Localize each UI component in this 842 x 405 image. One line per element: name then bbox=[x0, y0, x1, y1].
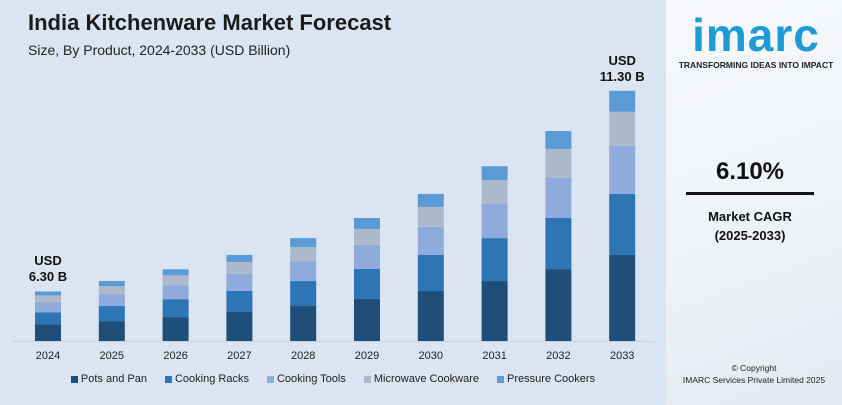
bar-segment-cooking-racks-2025 bbox=[98, 306, 125, 322]
bar-segment-cooking-racks-2033 bbox=[609, 193, 636, 255]
cagr-box: 6.10% Market CAGR (2025-2033) bbox=[686, 158, 814, 245]
bar-segment-cooking-tools-2026 bbox=[162, 285, 189, 300]
legend-item: Pressure Cookers bbox=[497, 373, 595, 385]
x-tick-label: 2028 bbox=[291, 350, 315, 362]
bar-segment-cooking-tools-2029 bbox=[354, 244, 380, 269]
bar-segment-cooking-racks-2027 bbox=[226, 291, 253, 313]
legend-label: Microwave Cookware bbox=[373, 373, 480, 385]
bar-segment-microwave-cookware-2032 bbox=[545, 148, 572, 178]
x-tick-label: 2030 bbox=[419, 350, 443, 362]
legend-label: Pots and Pan bbox=[80, 373, 147, 385]
x-tick-label: 2029 bbox=[355, 350, 379, 362]
bar-segment-cooking-tools-2033 bbox=[609, 145, 636, 194]
bar-segment-cooking-tools-2031 bbox=[481, 204, 508, 239]
bar-segment-pots-and-pan-2028 bbox=[290, 306, 317, 341]
legend-swatch bbox=[497, 375, 505, 383]
legend-swatch bbox=[266, 375, 274, 383]
bar-segment-pressure-cookers-2033 bbox=[609, 90, 636, 112]
legend-item: Microwave Cookware bbox=[363, 373, 480, 385]
bar-segment-cooking-racks-2024 bbox=[35, 312, 61, 325]
bar-segment-cooking-tools-2025 bbox=[98, 294, 125, 307]
bar-segment-pressure-cookers-2028 bbox=[290, 238, 317, 248]
annotation-currency: USD bbox=[608, 52, 636, 68]
bar-segment-microwave-cookware-2031 bbox=[481, 180, 508, 205]
bar-segment-pots-and-pan-2030 bbox=[417, 291, 444, 341]
bar-segment-pots-and-pan-2033 bbox=[609, 254, 636, 341]
bar-segment-microwave-cookware-2029 bbox=[354, 229, 380, 245]
bar-segment-cooking-tools-2032 bbox=[545, 177, 572, 218]
legend-item: Cooking Racks bbox=[164, 373, 249, 385]
bar-segment-cooking-racks-2029 bbox=[354, 268, 380, 299]
legend-label: Cooking Racks bbox=[174, 373, 249, 385]
bar-segment-pots-and-pan-2031 bbox=[481, 281, 508, 341]
legend-item: Cooking Tools bbox=[266, 373, 346, 385]
x-tick-label: 2031 bbox=[482, 350, 506, 362]
annotation-2024: USD 6.30 B bbox=[18, 253, 78, 285]
bar-segment-pressure-cookers-2032 bbox=[545, 131, 572, 149]
x-tick-label: 2025 bbox=[100, 350, 124, 362]
bar-segment-cooking-tools-2028 bbox=[290, 261, 317, 282]
divider bbox=[686, 192, 814, 195]
legend-label: Pressure Cookers bbox=[507, 373, 596, 385]
copyright-owner: IMARC Services Private Limited 2025 bbox=[682, 375, 826, 385]
annotation-2033: USD 11.30 B bbox=[592, 53, 652, 85]
bar-segment-pots-and-pan-2025 bbox=[98, 321, 125, 341]
bar-segment-cooking-racks-2028 bbox=[290, 281, 317, 307]
bar-segment-cooking-tools-2030 bbox=[417, 226, 444, 255]
legend-swatch bbox=[164, 375, 172, 383]
cagr-value: 6.10% bbox=[715, 158, 785, 185]
stacked-bar-chart: 2024 2025 2026 2027 2028 2029 2030 2031 2032 2033 bbox=[12, 90, 655, 362]
bar-segment-microwave-cookware-2030 bbox=[417, 206, 444, 227]
legend-item: Pots and Pan bbox=[70, 373, 147, 385]
chart-title: India Kitchenware Market Forecast bbox=[28, 10, 392, 35]
legend-label: Cooking Tools bbox=[276, 373, 346, 385]
bar-segment-pots-and-pan-2024 bbox=[35, 324, 61, 341]
x-tick-label: 2033 bbox=[610, 350, 634, 362]
bar-segment-pressure-cookers-2025 bbox=[98, 281, 125, 287]
bar-segment-microwave-cookware-2027 bbox=[226, 262, 253, 274]
cagr-period: (2025-2033) bbox=[714, 228, 786, 243]
imarc-logo: imarc TRANSFORMING IDEAS INTO IMPACT bbox=[676, 10, 836, 70]
bar-segment-microwave-cookware-2028 bbox=[290, 247, 317, 262]
annotation-value: 6.30 B bbox=[28, 269, 68, 285]
bar-segment-cooking-racks-2026 bbox=[162, 299, 189, 318]
cagr-label: Market CAGR bbox=[708, 209, 792, 224]
bar-segment-pressure-cookers-2027 bbox=[226, 254, 253, 263]
bar-segment-pressure-cookers-2031 bbox=[481, 166, 508, 181]
annotation-value: 11.30 B bbox=[599, 68, 645, 84]
annotation-currency: USD bbox=[34, 253, 62, 269]
bar-segment-pressure-cookers-2024 bbox=[35, 291, 61, 296]
bar-segment-pots-and-pan-2027 bbox=[226, 312, 253, 341]
bar-segment-cooking-racks-2031 bbox=[481, 238, 508, 282]
x-tick-label: 2032 bbox=[546, 350, 570, 362]
chart-subtitle: Size, By Product, 2024-2033 (USD Billion… bbox=[28, 42, 291, 58]
copyright: © Copyright IMARC Services Private Limit… bbox=[666, 362, 842, 386]
logo-tagline: TRANSFORMING IDEAS INTO IMPACT bbox=[678, 60, 834, 70]
x-tick-label: 2027 bbox=[227, 350, 251, 362]
bar-segment-cooking-tools-2027 bbox=[226, 273, 253, 291]
bar-segment-pots-and-pan-2026 bbox=[162, 317, 189, 341]
bar-segment-cooking-racks-2030 bbox=[417, 254, 444, 291]
bar-segment-cooking-racks-2032 bbox=[545, 217, 572, 270]
legend-swatch bbox=[70, 375, 78, 383]
logo-wordmark: imarc bbox=[692, 9, 820, 61]
bar-segment-microwave-cookware-2025 bbox=[98, 286, 125, 295]
bar-segment-pressure-cookers-2030 bbox=[417, 193, 444, 207]
bar-segment-pots-and-pan-2032 bbox=[545, 269, 572, 341]
x-tick-label: 2026 bbox=[163, 350, 187, 362]
brand-panel bbox=[666, 0, 842, 405]
copyright-line: © Copyright bbox=[731, 363, 777, 373]
bar-segment-microwave-cookware-2033 bbox=[609, 111, 636, 146]
bar-segment-pressure-cookers-2026 bbox=[162, 269, 189, 276]
bar-segment-microwave-cookware-2026 bbox=[162, 275, 189, 286]
legend-swatch bbox=[363, 375, 371, 383]
x-tick-label: 2024 bbox=[36, 350, 60, 362]
legend: Pots and Pan Cooking Racks Cooking Tools… bbox=[0, 373, 666, 385]
bar-segment-pressure-cookers-2029 bbox=[354, 217, 380, 230]
bar-segment-microwave-cookware-2024 bbox=[35, 295, 61, 303]
bar-segment-cooking-tools-2024 bbox=[35, 302, 61, 313]
bar-segment-pots-and-pan-2029 bbox=[354, 298, 380, 341]
